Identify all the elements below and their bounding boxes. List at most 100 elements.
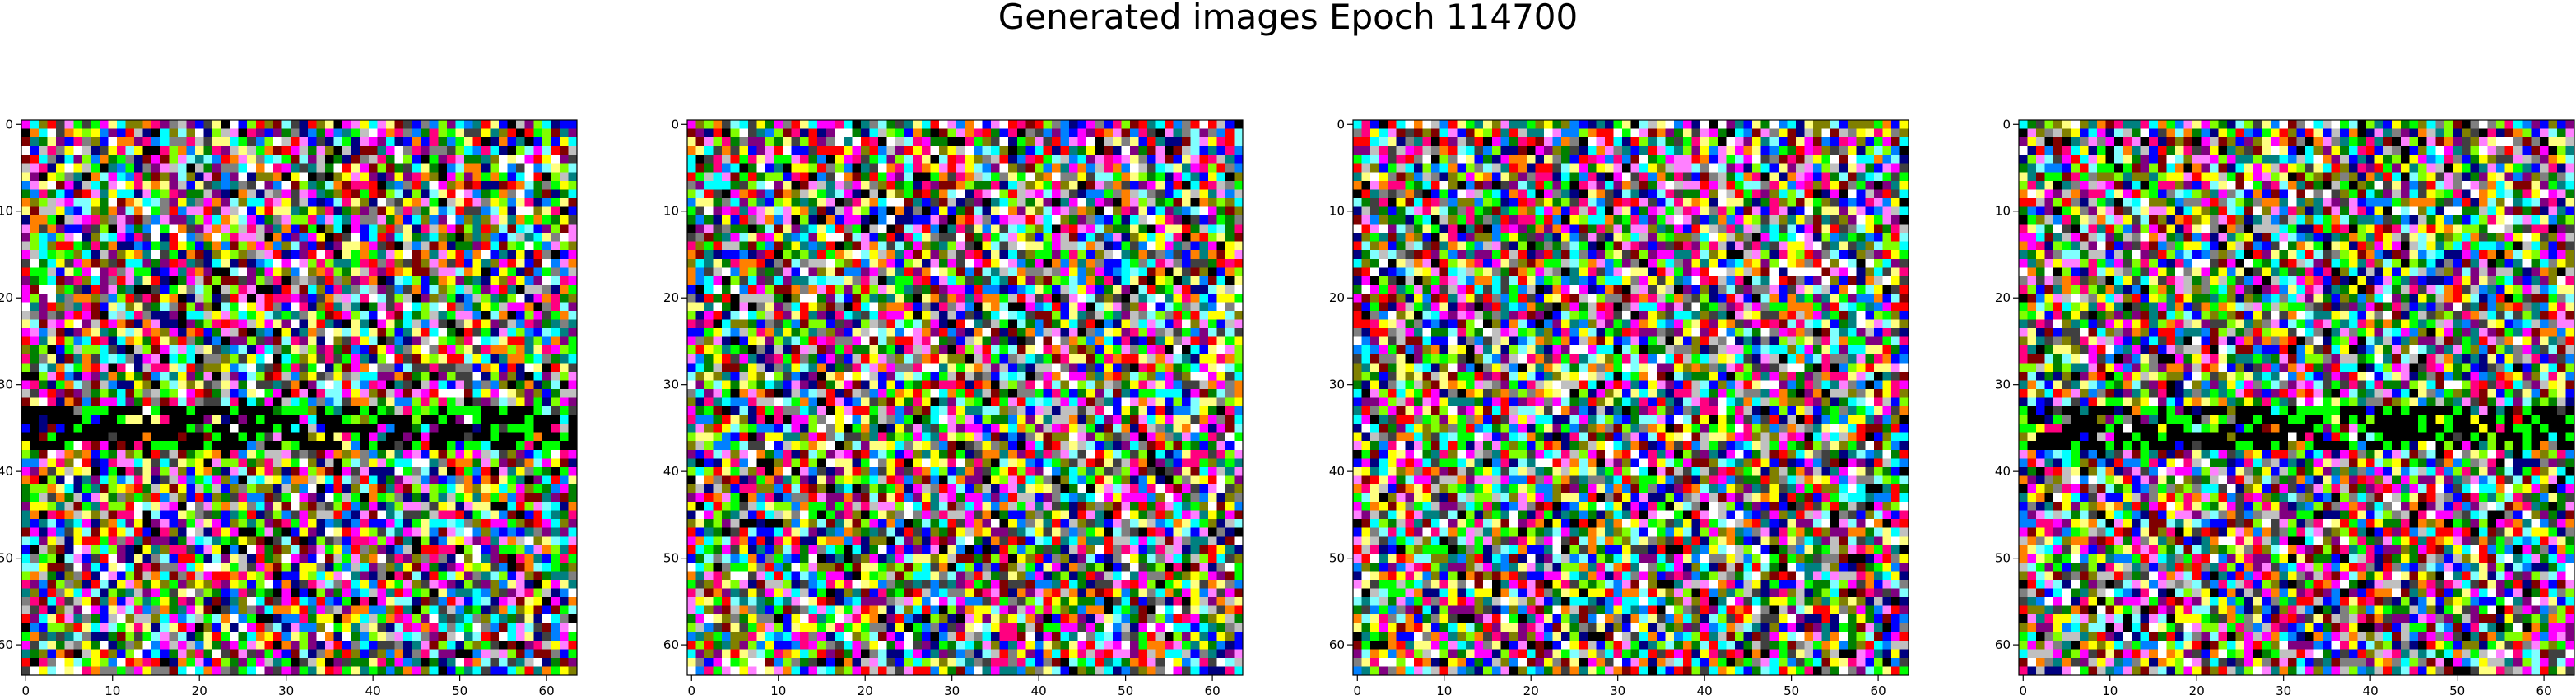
pixel — [559, 172, 570, 182]
pixel — [194, 120, 205, 130]
pixel — [490, 640, 500, 650]
pixel — [455, 189, 465, 199]
pixel — [333, 579, 343, 590]
pixel — [1008, 215, 1018, 225]
pixel — [30, 311, 40, 321]
pixel — [507, 562, 517, 572]
pixel — [108, 215, 118, 225]
pixel — [316, 475, 326, 485]
pixel — [30, 128, 40, 138]
pixel — [21, 527, 31, 537]
pixel — [1095, 197, 1104, 208]
pixel — [956, 180, 966, 190]
pixel — [551, 363, 560, 373]
pixel — [342, 579, 352, 590]
pixel — [421, 449, 430, 459]
pixel — [342, 666, 352, 676]
y-tick-label: 40 — [0, 464, 13, 479]
pixel — [463, 319, 474, 329]
pixel — [238, 415, 248, 424]
pixel — [756, 120, 766, 130]
y-tick-label: 20 — [0, 290, 13, 305]
pixel — [108, 233, 118, 243]
pixel — [142, 189, 152, 199]
pixel — [481, 336, 491, 346]
pixel — [186, 597, 196, 607]
pixel — [81, 172, 91, 182]
pixel — [568, 579, 578, 590]
pixel — [299, 328, 309, 338]
pixel — [524, 519, 534, 529]
pixel — [551, 319, 560, 329]
pixel — [481, 224, 491, 234]
pixel — [186, 544, 196, 554]
pixel — [507, 588, 517, 598]
pixel — [177, 493, 187, 503]
pixel — [47, 215, 57, 225]
pixel — [47, 388, 57, 399]
pixel — [1043, 172, 1053, 182]
pixel — [151, 493, 161, 503]
pixel — [134, 649, 144, 659]
pixel — [342, 614, 352, 624]
pixel — [791, 206, 801, 216]
pixel — [203, 189, 213, 199]
pixel — [1016, 155, 1026, 164]
pixel — [385, 649, 396, 659]
pixel — [1034, 224, 1044, 234]
pixel — [64, 415, 74, 424]
pixel — [403, 233, 413, 243]
pixel — [455, 449, 465, 459]
pixel — [394, 293, 404, 303]
pixel — [221, 424, 230, 433]
pixel — [421, 571, 430, 581]
pixel — [385, 388, 396, 399]
pixel — [91, 536, 100, 546]
pixel — [21, 345, 31, 355]
pixel — [177, 484, 187, 494]
pixel — [421, 258, 430, 268]
pixel — [551, 120, 560, 130]
pixel — [212, 614, 222, 624]
pixel — [559, 623, 570, 632]
pixel — [385, 397, 396, 407]
pixel — [559, 311, 570, 321]
pixel — [325, 163, 335, 173]
pixel — [64, 657, 74, 668]
pixel — [991, 137, 1001, 147]
pixel — [446, 224, 456, 234]
pixel — [221, 502, 230, 512]
pixel — [360, 345, 370, 355]
pixel — [351, 544, 360, 554]
pixel — [1225, 197, 1235, 208]
pixel — [108, 614, 118, 624]
pixel — [438, 441, 448, 451]
pixel — [913, 215, 923, 225]
pixel — [490, 250, 500, 260]
pixel — [481, 484, 491, 494]
pixel — [472, 554, 482, 563]
pixel — [194, 449, 205, 459]
pixel — [412, 397, 421, 407]
pixel — [91, 250, 100, 260]
pixel — [281, 544, 291, 554]
pixel — [281, 285, 291, 294]
pixel — [507, 388, 517, 399]
pixel — [333, 406, 343, 416]
pixel — [542, 519, 551, 529]
pixel — [739, 197, 749, 208]
pixel — [230, 172, 239, 182]
pixel — [125, 233, 135, 243]
pixel — [108, 128, 118, 138]
pixel — [1034, 163, 1044, 173]
pixel — [533, 345, 543, 355]
pixel — [463, 519, 474, 529]
pixel — [108, 484, 118, 494]
pixel — [212, 502, 222, 512]
pixel — [64, 250, 74, 260]
pixel — [73, 397, 83, 407]
pixel — [117, 189, 127, 199]
pixel — [446, 250, 456, 260]
pixel — [194, 649, 205, 659]
pixel — [316, 363, 326, 373]
